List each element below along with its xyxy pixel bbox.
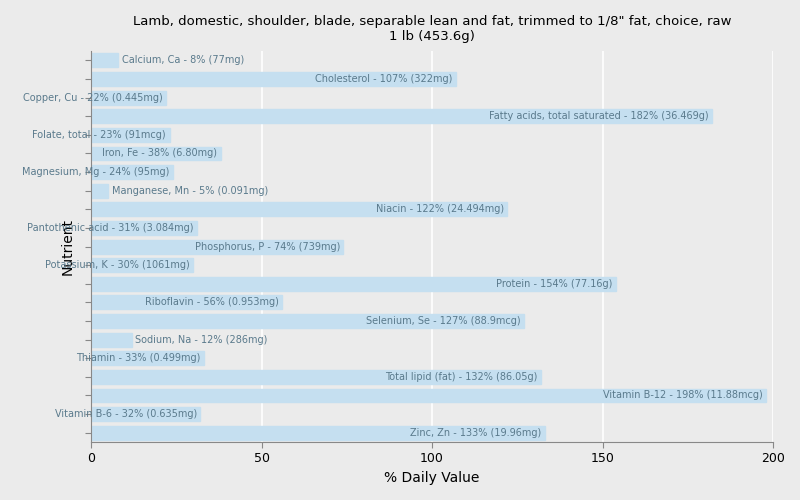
X-axis label: % Daily Value: % Daily Value: [384, 471, 480, 485]
Bar: [91, 258, 194, 272]
Text: Copper, Cu - 22% (0.445mg): Copper, Cu - 22% (0.445mg): [23, 92, 162, 102]
Text: Folate, total - 23% (91mcg): Folate, total - 23% (91mcg): [33, 130, 166, 140]
Y-axis label: Nutrient: Nutrient: [61, 218, 75, 275]
Text: Thiamin - 33% (0.499mg): Thiamin - 33% (0.499mg): [76, 354, 200, 364]
Bar: [91, 388, 766, 402]
Text: Protein - 154% (77.16g): Protein - 154% (77.16g): [497, 279, 613, 289]
Bar: [91, 296, 282, 310]
Text: Magnesium, Mg - 24% (95mg): Magnesium, Mg - 24% (95mg): [22, 167, 170, 177]
Bar: [91, 110, 712, 123]
Text: Pantothenic acid - 31% (3.084mg): Pantothenic acid - 31% (3.084mg): [27, 223, 194, 233]
Bar: [91, 314, 524, 328]
Bar: [91, 146, 221, 160]
Bar: [91, 202, 507, 216]
Text: Vitamin B-6 - 32% (0.635mg): Vitamin B-6 - 32% (0.635mg): [54, 409, 197, 419]
Bar: [91, 352, 204, 365]
Text: Niacin - 122% (24.494mg): Niacin - 122% (24.494mg): [375, 204, 504, 214]
Text: Phosphorus, P - 74% (739mg): Phosphorus, P - 74% (739mg): [194, 242, 340, 252]
Bar: [91, 407, 200, 421]
Text: Fatty acids, total saturated - 182% (36.469g): Fatty acids, total saturated - 182% (36.…: [489, 112, 708, 122]
Text: Selenium, Se - 127% (88.9mcg): Selenium, Se - 127% (88.9mcg): [366, 316, 521, 326]
Bar: [91, 221, 197, 235]
Text: Sodium, Na - 12% (286mg): Sodium, Na - 12% (286mg): [135, 334, 268, 344]
Title: Lamb, domestic, shoulder, blade, separable lean and fat, trimmed to 1/8" fat, ch: Lamb, domestic, shoulder, blade, separab…: [133, 15, 731, 43]
Bar: [91, 370, 541, 384]
Text: Zinc, Zn - 133% (19.96mg): Zinc, Zn - 133% (19.96mg): [410, 428, 541, 438]
Bar: [91, 90, 166, 104]
Text: Iron, Fe - 38% (6.80mg): Iron, Fe - 38% (6.80mg): [102, 148, 218, 158]
Text: Vitamin B-12 - 198% (11.88mcg): Vitamin B-12 - 198% (11.88mcg): [603, 390, 763, 400]
Text: Potassium, K - 30% (1061mg): Potassium, K - 30% (1061mg): [46, 260, 190, 270]
Bar: [91, 240, 343, 254]
Text: Cholesterol - 107% (322mg): Cholesterol - 107% (322mg): [315, 74, 453, 84]
Bar: [91, 72, 456, 86]
Bar: [91, 165, 173, 179]
Bar: [91, 54, 118, 68]
Text: Calcium, Ca - 8% (77mg): Calcium, Ca - 8% (77mg): [122, 56, 244, 66]
Bar: [91, 332, 132, 346]
Text: Manganese, Mn - 5% (0.091mg): Manganese, Mn - 5% (0.091mg): [111, 186, 268, 196]
Bar: [91, 128, 170, 142]
Bar: [91, 277, 616, 291]
Text: Total lipid (fat) - 132% (86.05g): Total lipid (fat) - 132% (86.05g): [386, 372, 538, 382]
Bar: [91, 184, 108, 198]
Bar: [91, 426, 545, 440]
Text: Riboflavin - 56% (0.953mg): Riboflavin - 56% (0.953mg): [145, 298, 278, 308]
